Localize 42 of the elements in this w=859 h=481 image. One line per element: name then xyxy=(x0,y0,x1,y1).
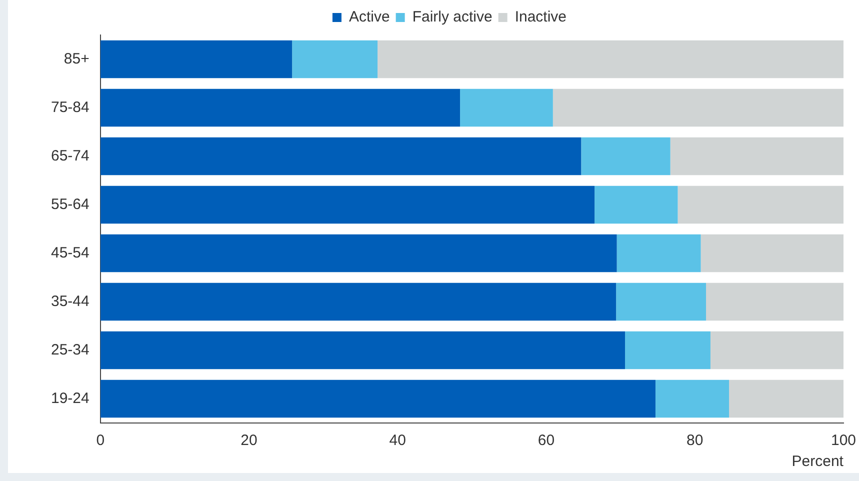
legend-label: Fairly active xyxy=(412,8,492,26)
bar xyxy=(670,137,844,176)
bar xyxy=(655,380,730,418)
bar xyxy=(100,234,617,272)
bar xyxy=(378,40,844,78)
bar xyxy=(710,331,844,370)
x-tick-label: 60 xyxy=(538,432,555,450)
bar xyxy=(100,186,595,224)
y-tick-label: 35-44 xyxy=(50,292,90,310)
x-tick-label: 20 xyxy=(240,432,258,450)
x-tick-label: 100 xyxy=(830,432,856,450)
bar xyxy=(616,282,706,321)
x-axis-title: Percent xyxy=(792,453,844,470)
bar xyxy=(625,331,710,370)
bar xyxy=(594,186,678,224)
y-tick-label: 85+ xyxy=(64,50,90,68)
bar xyxy=(700,234,844,272)
bar xyxy=(581,137,670,176)
bar xyxy=(100,40,292,78)
bar xyxy=(100,380,656,418)
y-tick-label: 65-74 xyxy=(50,147,90,164)
bar xyxy=(678,186,844,224)
bar xyxy=(552,88,844,127)
bar xyxy=(100,282,616,321)
bar xyxy=(100,331,626,370)
bar xyxy=(100,137,582,176)
bar xyxy=(729,380,844,418)
legend-label: Inactive xyxy=(514,8,567,26)
bar xyxy=(460,88,553,127)
bar xyxy=(292,40,378,78)
legend-label: Active xyxy=(348,8,390,26)
bar xyxy=(616,234,701,272)
x-tick-label: 40 xyxy=(389,432,406,450)
bar xyxy=(706,282,844,321)
x-tick-label: 80 xyxy=(686,432,704,450)
y-tick-label: 55-64 xyxy=(50,196,90,213)
x-tick-label: 0 xyxy=(96,432,105,450)
y-tick-label: 75-84 xyxy=(50,98,90,116)
bar xyxy=(100,88,460,127)
y-tick-label: 19-24 xyxy=(50,390,90,407)
y-tick-label: 45-54 xyxy=(50,244,90,262)
y-tick-label: 25-34 xyxy=(50,341,90,358)
